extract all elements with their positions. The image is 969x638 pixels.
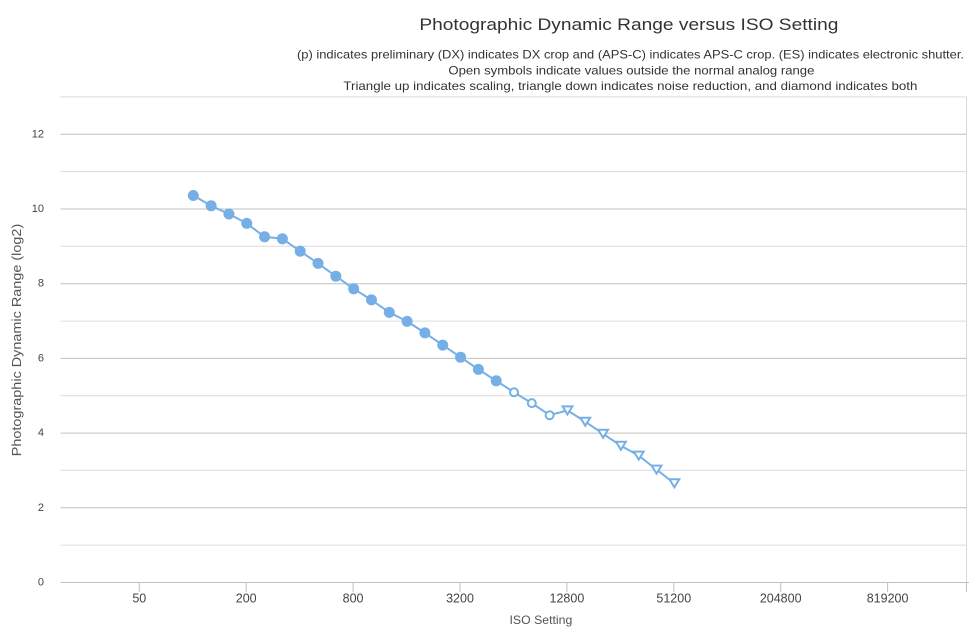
svg-text:Photographic Dynamic Range (lo: Photographic Dynamic Range (log2) — [9, 224, 24, 457]
svg-text:200: 200 — [236, 591, 257, 605]
svg-text:51200: 51200 — [656, 591, 691, 605]
svg-text:3200: 3200 — [446, 591, 474, 605]
svg-text:Photographic Dynamic Range ver: Photographic Dynamic Range versus ISO Se… — [419, 15, 838, 34]
svg-text:ISO Setting: ISO Setting — [510, 613, 573, 627]
svg-text:800: 800 — [343, 591, 364, 605]
svg-text:819200: 819200 — [867, 591, 909, 605]
svg-text:12800: 12800 — [550, 591, 585, 605]
svg-text:4: 4 — [38, 427, 44, 439]
svg-text:6: 6 — [38, 352, 44, 364]
svg-text:2: 2 — [38, 502, 44, 514]
svg-text:204800: 204800 — [760, 591, 802, 605]
svg-text:0: 0 — [38, 577, 44, 589]
svg-text:50: 50 — [132, 591, 146, 605]
svg-text:(p) indicates preliminary (DX): (p) indicates preliminary (DX) indicates… — [297, 47, 964, 61]
svg-text:Open symbols indicate values o: Open symbols indicate values outside the… — [448, 64, 814, 78]
svg-text:Triangle up indicates scaling,: Triangle up indicates scaling, triangle … — [343, 79, 917, 93]
svg-text:10: 10 — [32, 203, 44, 215]
svg-text:12: 12 — [32, 128, 44, 140]
svg-text:8: 8 — [38, 278, 44, 290]
